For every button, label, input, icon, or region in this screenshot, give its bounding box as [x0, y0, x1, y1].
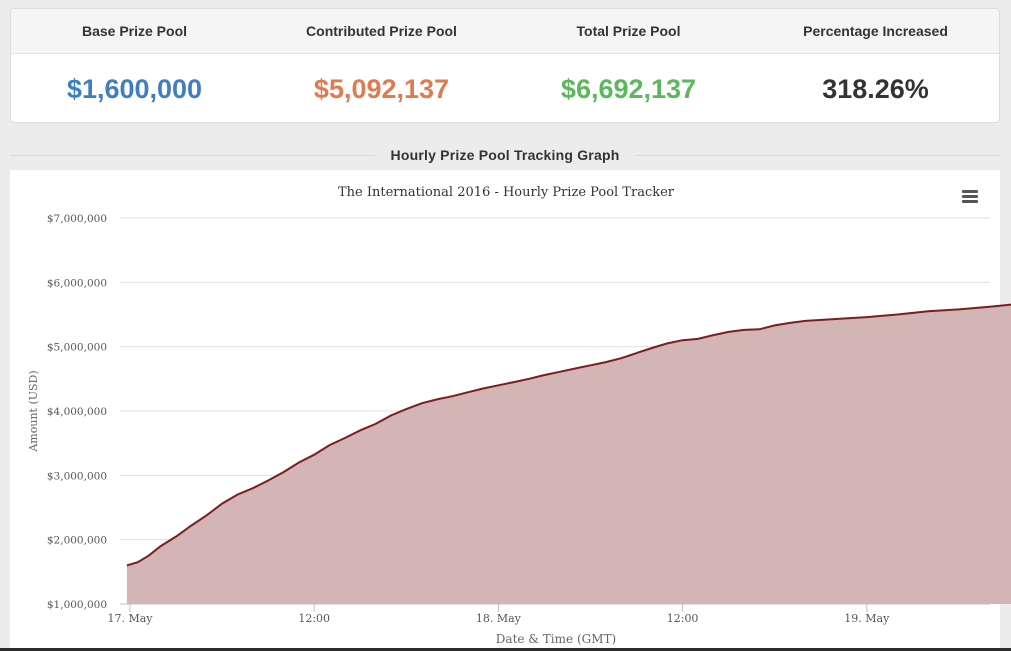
y-tick-label: $1,000,000: [47, 599, 107, 611]
contributed-prize-pool-header: Contributed Prize Pool: [306, 23, 457, 39]
contributed-prize-pool-value: $5,092,137: [313, 74, 450, 104]
y-tick-label: $4,000,000: [47, 406, 107, 418]
section-heading: Hourly Prize Pool Tracking Graph: [10, 142, 1000, 170]
x-tick-label: 19. May: [844, 612, 890, 625]
window-bottom-edge: [0, 648, 1011, 651]
hamburger-menu-icon-bar: [962, 200, 978, 203]
base-prize-pool-value: $1,600,000: [66, 74, 203, 104]
x-tick-label: 17. May: [107, 612, 153, 625]
series-line: [126, 303, 1011, 567]
y-tick-label: $2,000,000: [47, 535, 107, 547]
y-tick-label: $7,000,000: [47, 213, 107, 225]
heading-divider-right: [635, 155, 1000, 156]
stats-header-row: Base Prize Pool Contributed Prize Pool T…: [11, 9, 999, 54]
prize-pool-stats-card: Base Prize Pool Contributed Prize Pool T…: [10, 8, 1000, 123]
percentage-increased-header: Percentage Increased: [803, 23, 948, 39]
series-layer: [126, 303, 1011, 604]
x-tick-label: 18. May: [476, 612, 522, 625]
x-axis-label: Date & Time (GMT): [496, 632, 616, 646]
total-prize-pool-header: Total Prize Pool: [576, 23, 681, 39]
stats-value-row: $1,600,000 $5,092,137 $6,692,137 318.26%: [11, 54, 999, 122]
series-area: [126, 304, 1011, 604]
y-tick-label: $6,000,000: [47, 277, 107, 289]
hamburger-menu-icon: [962, 190, 978, 193]
section-title: Hourly Prize Pool Tracking Graph: [390, 147, 620, 163]
chart-title: The International 2016 - Hourly Prize Po…: [338, 185, 675, 200]
chart-menu-button[interactable]: [962, 190, 978, 206]
total-prize-pool-value: $6,692,137: [560, 74, 697, 104]
x-tick-label: 12:00: [298, 612, 330, 625]
hamburger-menu-icon-bar: [962, 195, 978, 198]
y-axis-label: Amount (USD): [27, 370, 40, 452]
percentage-increased-value: 318.26%: [822, 74, 929, 104]
heading-divider-left: [10, 155, 375, 156]
y-tick-label: $5,000,000: [47, 342, 107, 354]
y-tick-label: $3,000,000: [47, 470, 107, 482]
x-tick-label: 12:00: [667, 612, 699, 625]
axis-layer: $1,000,000 $2,000,000 $3,000,000 $4,000,000…: [47, 213, 990, 625]
base-prize-pool-header: Base Prize Pool: [81, 23, 188, 39]
